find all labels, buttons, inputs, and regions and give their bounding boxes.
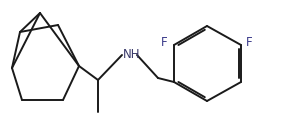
Text: NH: NH [123, 48, 141, 61]
Text: F: F [160, 37, 167, 50]
Text: F: F [246, 37, 253, 50]
